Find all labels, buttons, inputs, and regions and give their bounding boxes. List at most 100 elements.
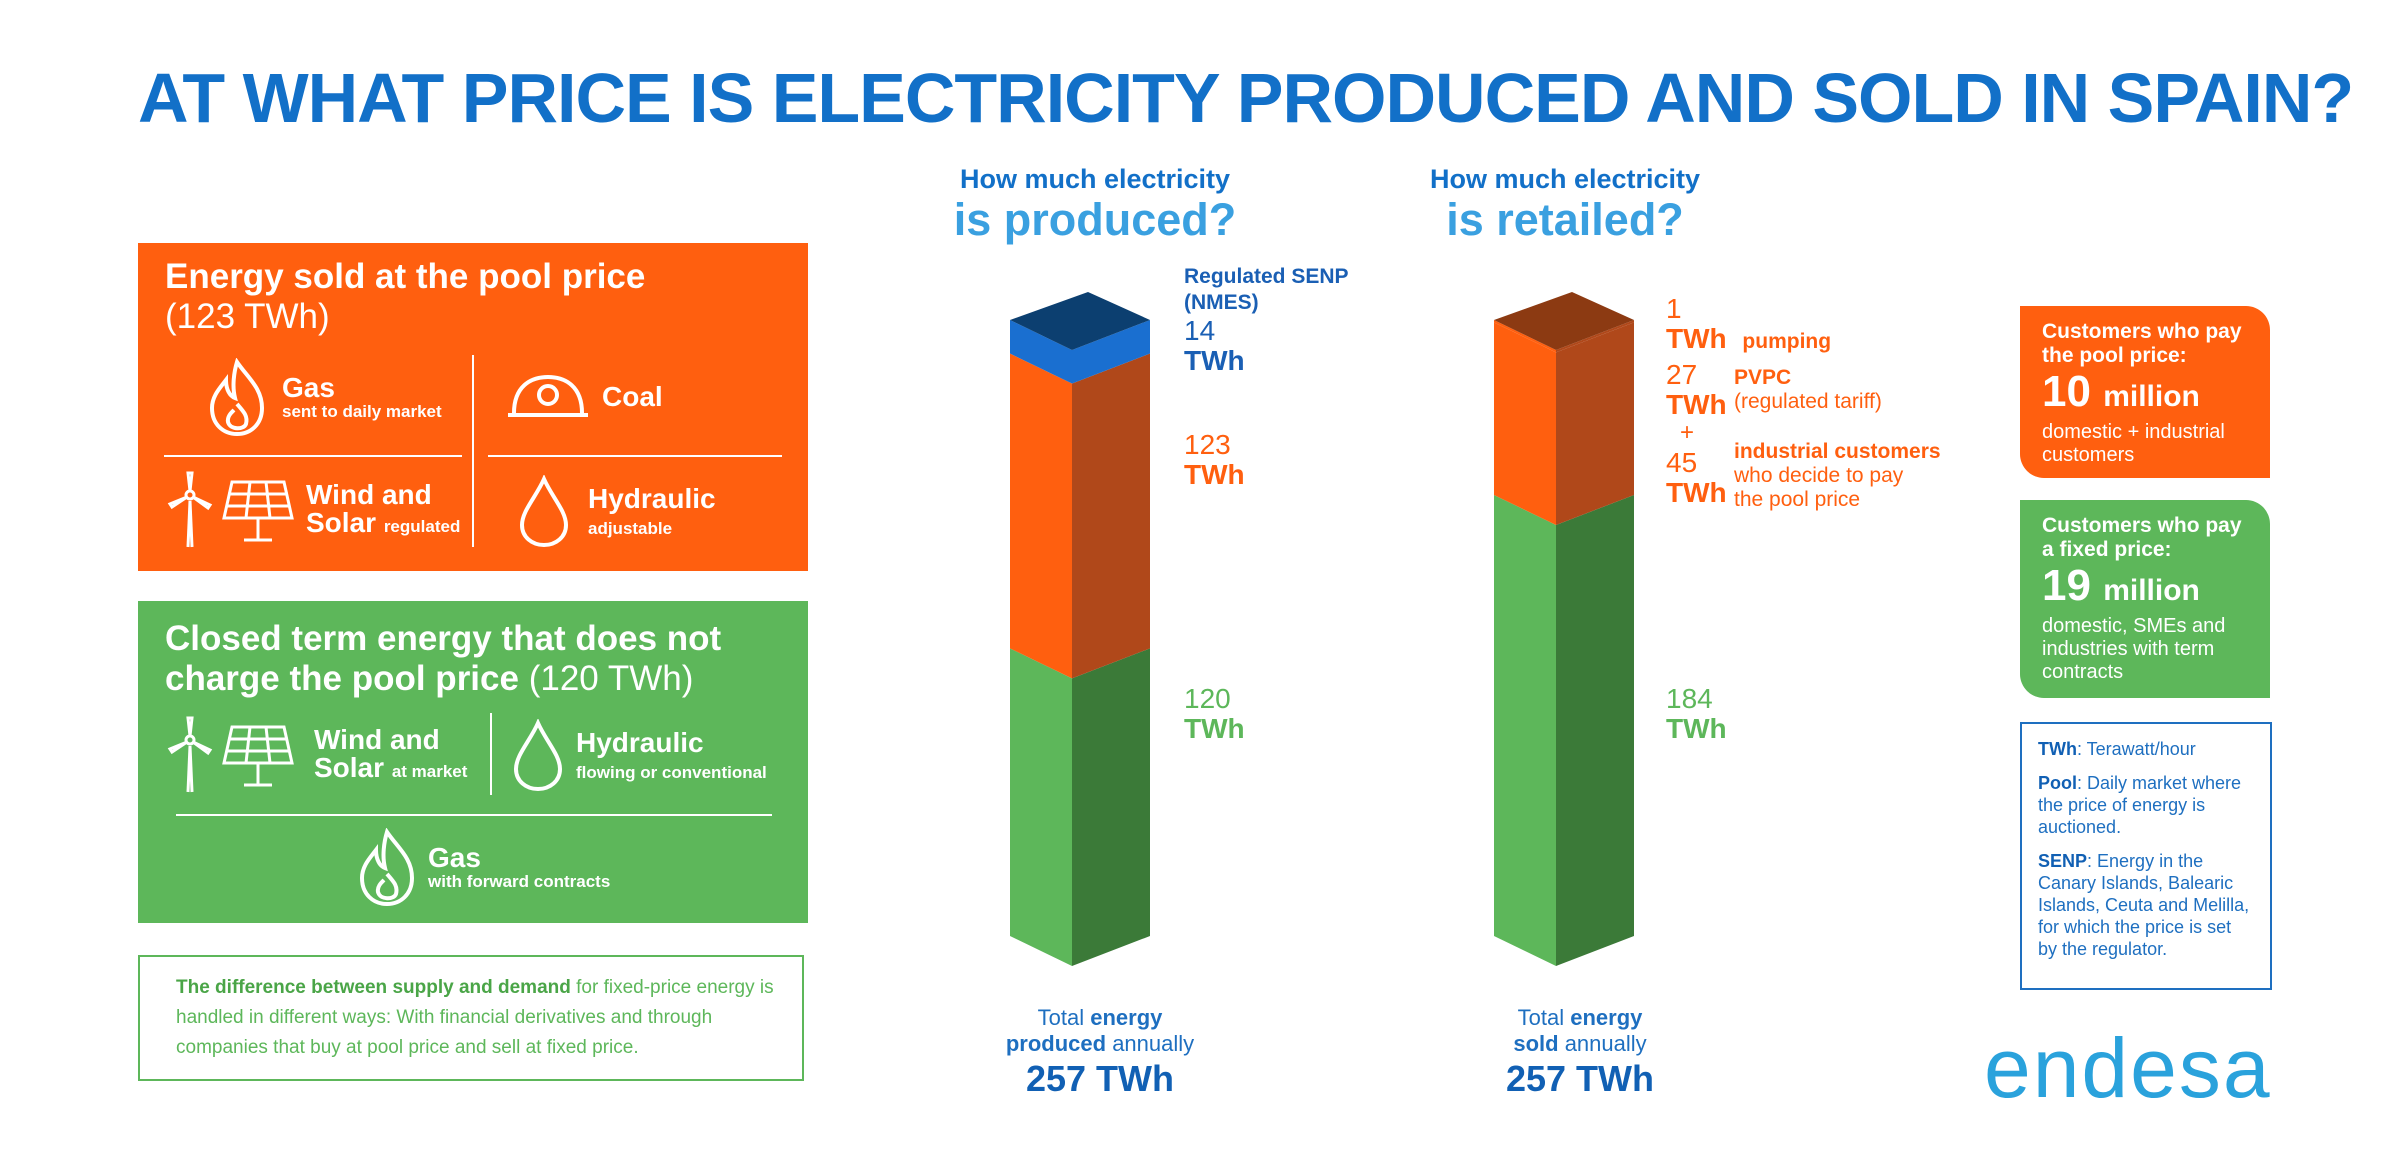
retailed-fixed-unit: TWh	[1666, 713, 1727, 744]
glossary-def: : Energy in the Canary Islands, Balearic…	[2038, 851, 2250, 959]
retailed-heading-line2: is retailed?	[1446, 194, 1684, 245]
fixed-item-wind-solar: Wind and Solar at market	[164, 716, 467, 796]
wind-solar-label: Wind and	[314, 724, 440, 755]
customers-fixed-box: Customers who pay a fixed price: 19 mill…	[2020, 500, 2270, 698]
divider	[164, 455, 462, 457]
glossary-term: Pool	[2038, 773, 2077, 793]
customers-fixed-number: 19	[2042, 561, 2091, 610]
flame-icon	[209, 358, 265, 437]
pool-value: 123	[1184, 429, 1231, 460]
glossary-box: TWh: Terawatt/hour Pool: Daily market wh…	[2020, 722, 2272, 990]
solar-panel-icon	[222, 480, 294, 542]
total-text: annually	[1106, 1031, 1195, 1056]
fixed-item-hydraulic: Hydraulic flowing or conventional	[512, 719, 767, 793]
total-text-bold: energy	[1090, 1005, 1163, 1030]
customers-fixed-unit: million	[2103, 574, 2200, 607]
divider	[490, 713, 492, 795]
wind-solar-sub: at market	[391, 762, 468, 781]
divider	[488, 455, 782, 457]
solar-panel-icon	[222, 725, 294, 787]
bar-top-cap	[1494, 292, 1634, 350]
pvpc-desc: PVPC	[1734, 366, 1792, 389]
pvpc-unit: TWh	[1666, 389, 1727, 420]
fixed-panel-title-line1: Closed term energy that does not	[165, 619, 722, 658]
fixed-value: 120	[1184, 683, 1231, 714]
customers-fixed-desc: domestic, SMEs and	[2042, 615, 2226, 637]
produced-heading-line2: is produced?	[953, 194, 1237, 245]
glossary-entry: TWh: Terawatt/hour	[2038, 738, 2254, 760]
bar-segment-front	[1494, 322, 1556, 525]
industrial-desc: industrial customers	[1734, 440, 1941, 463]
glossary-entry: SENP: Energy in the Canary Islands, Bale…	[2038, 850, 2254, 960]
retailed-total: Total energy sold annually 257 TWh	[1440, 1005, 1720, 1101]
water-drop-icon	[519, 475, 569, 548]
bar-segment-side	[1072, 648, 1150, 966]
endesa-logo: endesa	[1984, 1021, 2272, 1115]
note-bold: The difference between supply and demand	[176, 977, 571, 998]
senp-subtitle: (NMES)	[1184, 291, 1259, 314]
pumping-unit: TWh	[1666, 323, 1727, 354]
pool-item-wind-solar: Wind and Solar regulated	[164, 471, 460, 551]
produced-total: Total energy produced annually 257 TWh	[960, 1005, 1240, 1101]
retailed-fixed-value: 184	[1666, 683, 1713, 714]
customers-pool-box: Customers who pay the pool price: 10 mil…	[2020, 306, 2270, 478]
pumping-desc: pumping	[1742, 330, 1832, 353]
fixed-item-gas: Gas with forward contracts	[356, 828, 610, 908]
hydraulic-sub: adjustable	[588, 519, 673, 538]
hydraulic-label: Hydraulic	[588, 483, 716, 514]
customers-pool-heading2: the pool price:	[2042, 344, 2187, 367]
bar-segment-side	[1072, 353, 1150, 679]
bar-segment-front	[1010, 320, 1072, 384]
glossary-term: TWh	[2038, 739, 2077, 759]
produced-bar-chart	[1010, 292, 1150, 966]
pool-item-gas: Gas sent to daily market	[206, 358, 442, 438]
total-text-bold: produced	[1005, 1031, 1107, 1056]
produced-total-value: 257 TWh	[1025, 1058, 1175, 1099]
pool-item-hydraulic: Hydraulic adjustable	[518, 475, 716, 549]
difference-note: The difference between supply and demand…	[138, 955, 804, 1081]
mining-helmet-icon	[508, 374, 588, 417]
senp-unit: TWh	[1184, 345, 1245, 376]
pool-panel-amount: (123 TWh)	[165, 297, 330, 336]
retailed-heading-line1: How much electricity	[1429, 164, 1701, 194]
glossary-term: SENP	[2038, 851, 2088, 871]
bar-segment-front	[1494, 494, 1556, 966]
produced-label-senp: Regulated SENP (NMES) 14 TWh	[1184, 264, 1349, 376]
retailed-heading: How much electricity is retailed?	[1400, 164, 1730, 245]
customers-fixed-heading2: a fixed price:	[2042, 538, 2172, 561]
industrial-desc3: the pool price	[1734, 488, 1861, 511]
wind-turbine-icon	[167, 716, 213, 793]
wind-solar-label: Wind and	[306, 479, 432, 510]
industrial-unit: TWh	[1666, 477, 1727, 508]
total-text: Total	[1517, 1005, 1571, 1030]
produced-label-pool: 123 TWh	[1184, 430, 1245, 490]
pool-panel-title-text: Energy sold at the pool price	[165, 257, 646, 296]
glossary-def: : Daily market where the price of energy…	[2038, 773, 2242, 837]
customers-fixed-desc3: contracts	[2042, 661, 2124, 683]
produced-label-fixed: 120 TWh	[1184, 684, 1245, 744]
customers-pool-unit: million	[2103, 380, 2200, 413]
customers-pool-desc: domestic + industrial	[2042, 421, 2225, 443]
retailed-label-fixed: 184 TWh	[1666, 684, 1727, 744]
senp-value: 14	[1184, 315, 1216, 346]
glossary-def: : Terawatt/hour	[2076, 739, 2196, 759]
bar-segment-side	[1556, 494, 1634, 966]
gas-label: Gas	[282, 372, 335, 403]
customers-pool-heading: Customers who pay	[2042, 320, 2242, 343]
retailed-total-value: 257 TWh	[1505, 1058, 1655, 1099]
produced-heading: How much electricity is produced?	[930, 164, 1260, 245]
gas-sub: with forward contracts	[428, 872, 611, 891]
customers-pool-desc2: customers	[2042, 444, 2135, 466]
flame-icon	[359, 828, 415, 907]
fixed-unit: TWh	[1184, 713, 1245, 744]
gas-label: Gas	[428, 842, 481, 873]
page-title: AT WHAT PRICE IS ELECTRICITY PRODUCED AN…	[138, 59, 2354, 137]
fixed-panel-title-line2: charge the pool price	[165, 659, 519, 698]
fixed-price-panel: Closed term energy that does not charge …	[138, 601, 808, 923]
coal-label: Coal	[602, 381, 663, 412]
customers-fixed-desc2: industries with term	[2042, 638, 2215, 660]
divider	[176, 814, 772, 816]
wind-solar-sub: regulated	[383, 517, 461, 536]
bar-segment-side	[1556, 322, 1634, 525]
total-text: annually	[1558, 1031, 1647, 1056]
